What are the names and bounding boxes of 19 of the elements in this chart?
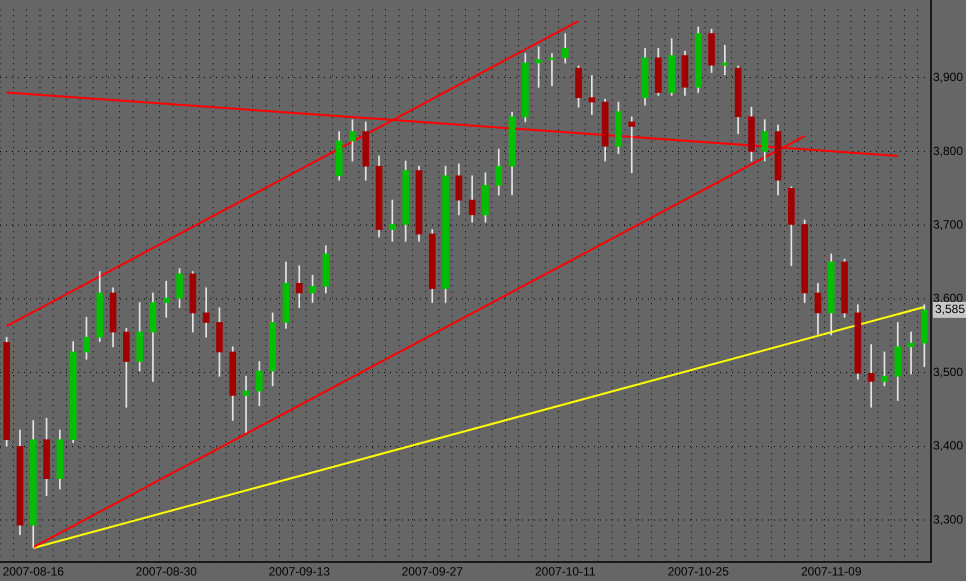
x-tick-label: 2007-10-11 bbox=[535, 564, 596, 579]
y-tick-label: 3,700 bbox=[933, 217, 964, 232]
y-tick-label: 3,800 bbox=[933, 144, 964, 158]
x-tick-label: 2007-11-09 bbox=[801, 564, 862, 579]
candlestick bbox=[349, 119, 356, 162]
y-tick-label: 3,300 bbox=[933, 512, 964, 526]
candlestick bbox=[908, 332, 914, 374]
x-tick-label: 2007-09-13 bbox=[268, 564, 330, 579]
candlestick bbox=[881, 352, 888, 386]
x-tick-label: 2007-08-30 bbox=[136, 564, 198, 579]
candlestick bbox=[242, 376, 250, 433]
y-tick-label: 3,900 bbox=[933, 70, 964, 84]
candlestick bbox=[548, 53, 556, 86]
x-tick-label: 2007-10-25 bbox=[668, 564, 730, 579]
y-tick-label: 3,500 bbox=[933, 364, 964, 379]
y-tick-label: 3,400 bbox=[933, 438, 964, 453]
x-tick-label: 2007-09-27 bbox=[402, 564, 464, 579]
annotation: 3,585 bbox=[935, 302, 966, 316]
x-tick-label: 2007-08-16 bbox=[2, 564, 64, 579]
